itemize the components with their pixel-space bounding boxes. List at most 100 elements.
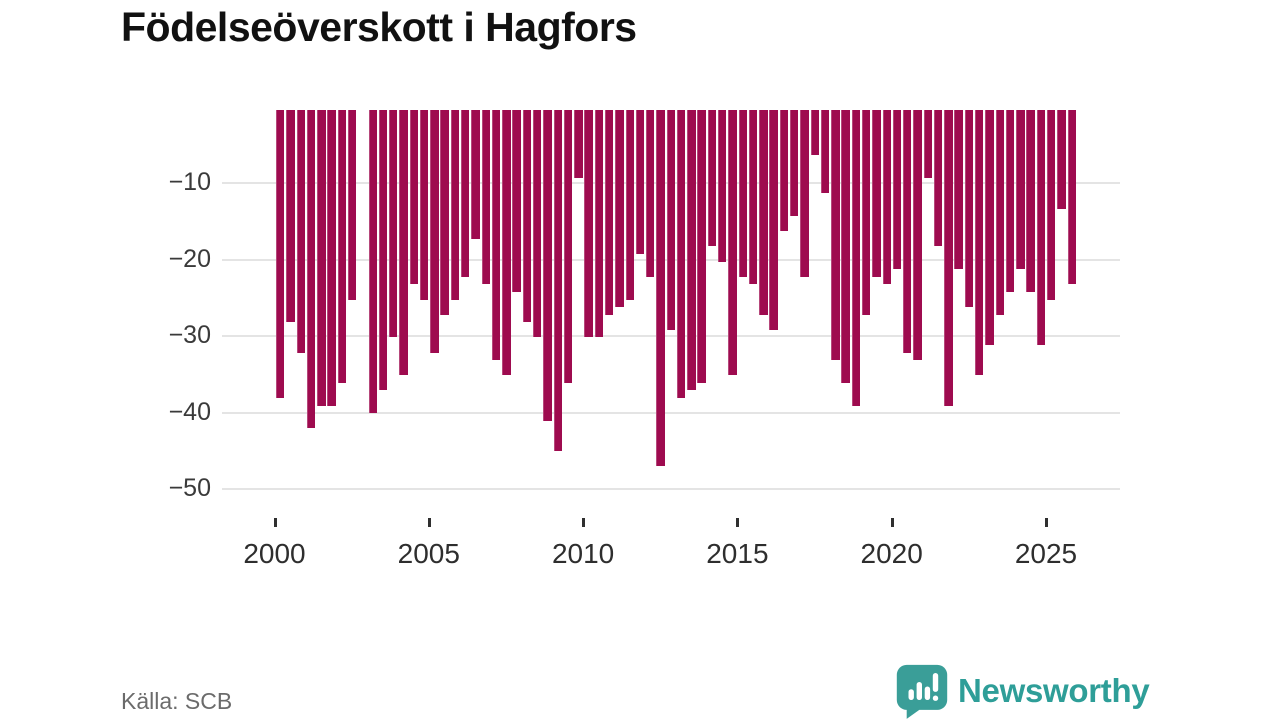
bar-2012T2 [656, 110, 665, 467]
bar-2001T1 [306, 110, 316, 429]
bar-2001T2 [317, 110, 326, 406]
bar-2025T2 [1057, 110, 1066, 209]
bar-2018T3 [851, 110, 861, 406]
bar-2010T2 [594, 110, 604, 338]
bar-2019T3 [882, 110, 891, 285]
bar-2000T1 [276, 110, 285, 399]
bar-2018T2 [841, 110, 850, 383]
bar-2004T1 [399, 110, 408, 376]
bar-2025T3 [1067, 110, 1076, 285]
y-axis-tick-label: −30 [168, 321, 211, 350]
bar-2023T1 [985, 110, 994, 345]
bar-2011T2 [625, 110, 634, 300]
bar-2002T1 [337, 110, 347, 383]
bar-2011T3 [635, 110, 645, 255]
bar-2023T2 [995, 110, 1004, 315]
bar-2019T2 [872, 110, 881, 277]
bar-2006T1 [461, 110, 470, 277]
bar-2025T1 [1047, 110, 1056, 300]
bar-2004T3 [419, 110, 429, 300]
x-axis-tick-label: 2000 [243, 538, 306, 569]
bar-2013T3 [697, 110, 706, 383]
bar-2006T2 [471, 110, 480, 239]
x-axis-tick-2025 [1045, 518, 1048, 527]
x-axis-tick-label: 2005 [397, 538, 460, 569]
bar-2024T1 [1016, 110, 1025, 270]
bar-2005T1 [430, 110, 439, 353]
bar-2020T3 [913, 110, 922, 361]
bar-2009T1 [553, 110, 562, 452]
bar-2008T2 [533, 110, 542, 338]
bar-2023T3 [1005, 110, 1015, 292]
bar-2012T3 [666, 110, 676, 330]
x-axis-tick-2020 [890, 518, 894, 527]
bar-2003T3 [389, 110, 398, 338]
gridline-y-50 [222, 488, 1120, 491]
gridline-y-30 [222, 335, 1120, 338]
bar-2010T1 [584, 110, 593, 338]
bar-2020T1 [892, 110, 902, 270]
bar-2005T2 [440, 110, 449, 315]
bar-2008T3 [543, 110, 552, 421]
bar-2022T3 [975, 110, 984, 376]
bar-2009T3 [574, 110, 583, 179]
bar-2024T2 [1026, 110, 1035, 292]
bar-2016T1 [769, 110, 778, 330]
bar-2021T1 [923, 110, 933, 179]
bar-2012T1 [646, 110, 655, 277]
y-axis-tick-label: −10 [168, 168, 211, 197]
bar-2014T3 [728, 110, 737, 376]
bar-2017T3 [820, 110, 830, 194]
bar-2015T1 [738, 110, 747, 277]
bar-2017T2 [810, 110, 819, 156]
bar-2022T1 [954, 110, 963, 270]
bar-2013T1 [676, 110, 686, 399]
x-axis-tick-label: 2015 [706, 538, 769, 569]
bar-2015T2 [748, 110, 758, 285]
bar-2004T2 [409, 110, 419, 285]
bar-2006T3 [481, 110, 490, 285]
bar-2000T3 [296, 110, 305, 353]
bar-2007T2 [502, 110, 511, 376]
newsworthy-bubble-icon [896, 664, 948, 719]
bar-2001T3 [327, 110, 336, 406]
y-axis-tick-label: −20 [168, 244, 211, 273]
bar-2019T1 [861, 110, 871, 315]
bar-2022T2 [964, 110, 974, 308]
y-axis-tick-label: −40 [168, 397, 211, 426]
bar-2021T3 [944, 110, 953, 406]
bar-2005T3 [450, 110, 460, 300]
bar-2003T2 [378, 110, 388, 391]
x-axis-tick-2015 [736, 518, 740, 527]
x-axis-tick-label: 2025 [1014, 538, 1078, 569]
x-axis-tick-label: 2020 [860, 538, 923, 569]
bar-2017T1 [800, 110, 809, 277]
source-note: Källa: SCB [121, 688, 233, 714]
bar-2020T2 [903, 110, 912, 353]
gridline-y-40 [222, 411, 1120, 414]
bar-2000T2 [286, 110, 295, 323]
bar-2021T2 [933, 110, 943, 247]
x-axis-tick-2000 [273, 518, 277, 527]
newsworthy-logo[interactable]: Newsworthy [895, 663, 1150, 719]
bar-2014T1 [707, 110, 717, 247]
bar-2007T1 [491, 110, 501, 361]
bar-2002T2 [347, 110, 357, 300]
bar-2007T3 [512, 110, 521, 292]
bar-2016T2 [779, 110, 789, 232]
chart-title: Födelseöverskott i Hagfors [121, 4, 637, 50]
bar-2016T3 [790, 110, 799, 217]
bar-2013T2 [687, 110, 696, 391]
x-axis-tick-label: 2010 [551, 538, 615, 569]
bar-2003T1 [368, 110, 377, 414]
bar-2009T2 [563, 110, 573, 383]
bar-2014T2 [718, 110, 727, 262]
bar-2018T1 [831, 110, 840, 361]
bar-2008T1 [522, 110, 532, 323]
y-axis-tick-label: −50 [168, 474, 211, 503]
x-axis-tick-2005 [427, 518, 431, 527]
newsworthy-wordmark: Newsworthy [958, 672, 1150, 709]
bar-2011T1 [615, 110, 624, 308]
bar-2015T3 [759, 110, 768, 315]
